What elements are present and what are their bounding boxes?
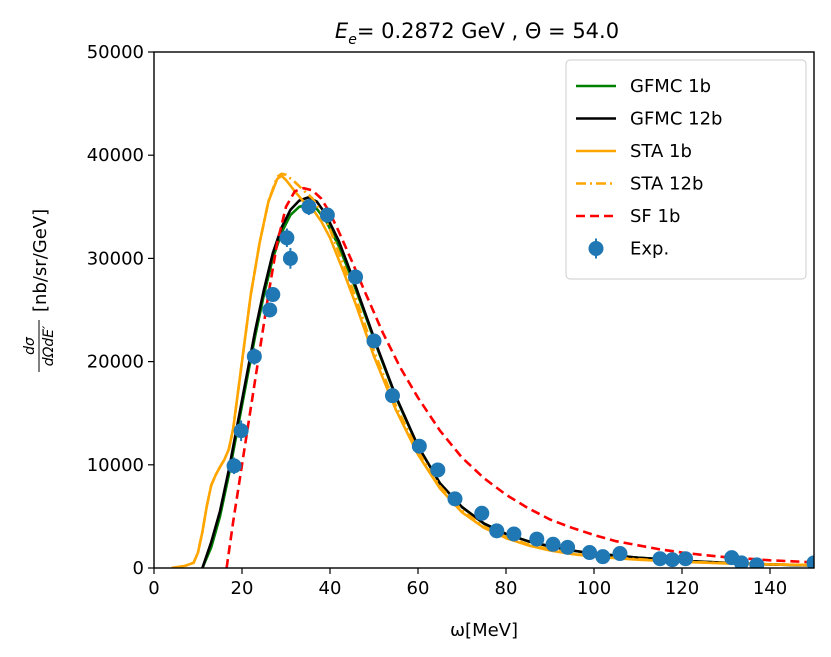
y-label-numerator: dσ bbox=[22, 336, 38, 355]
legend-entry-gfmc-12b: GFMC 12b bbox=[576, 109, 722, 130]
legend-entry-sf-1b: SF 1b bbox=[576, 206, 680, 227]
exp-data-point bbox=[279, 230, 295, 246]
exp-data-point bbox=[529, 531, 545, 547]
x-tick-label: 100 bbox=[577, 578, 611, 599]
legend-label: GFMC 1b bbox=[630, 76, 711, 97]
legend-entry-gfmc-1b: GFMC 1b bbox=[576, 76, 711, 97]
legend-entry-exp: Exp. bbox=[588, 238, 669, 260]
exp-data-point bbox=[265, 287, 281, 303]
legend: GFMC 1b GFMC 12b STA 1b STA 12b SF 1b Exp. bbox=[565, 59, 807, 280]
y-tick-label: 50000 bbox=[87, 42, 144, 63]
exp-data-point bbox=[664, 552, 680, 568]
exp-data-point bbox=[384, 388, 400, 404]
exp-data-point bbox=[806, 555, 814, 568]
x-tick-label: 40 bbox=[319, 578, 342, 599]
y-label-units: [nb/sr/GeV] bbox=[30, 209, 51, 312]
exp-data-point bbox=[447, 491, 463, 507]
exp-data-point bbox=[733, 555, 749, 568]
legend-entry-sta-1b: STA 1b bbox=[576, 141, 692, 162]
axis-layer: 0 20 40 60 80 100 120 140 0 10000 20000 30000 40000 5… bbox=[87, 42, 787, 599]
y-tick-label: 20000 bbox=[87, 352, 144, 373]
exp-data-point bbox=[612, 546, 628, 562]
exp-data-point bbox=[560, 539, 576, 555]
exp-data-point bbox=[246, 348, 262, 364]
legend-label: SF 1b bbox=[630, 206, 680, 227]
exp-data-point bbox=[301, 199, 317, 215]
exp-data-point bbox=[226, 458, 242, 474]
x-tick-label: 0 bbox=[148, 578, 159, 599]
x-tick-label: 80 bbox=[495, 578, 518, 599]
exp-data-point bbox=[366, 333, 382, 349]
y-label-denominator: dΩdE′ bbox=[41, 325, 57, 366]
legend-label: GFMC 12b bbox=[630, 109, 722, 130]
legend-box bbox=[565, 59, 807, 280]
y-tick-label: 10000 bbox=[87, 455, 144, 476]
y-tick-label: 0 bbox=[133, 558, 144, 579]
exp-data-point bbox=[749, 557, 765, 568]
chart-title: Ee= 0.2872 GeV , Θ = 54.0 bbox=[335, 19, 619, 48]
exp-data-point bbox=[545, 536, 561, 552]
y-tick-label: 40000 bbox=[87, 145, 144, 166]
exp-data-point bbox=[678, 551, 694, 567]
x-tick-label: 140 bbox=[753, 578, 787, 599]
points-layer bbox=[226, 198, 814, 568]
x-tick-label: 20 bbox=[231, 578, 254, 599]
exp-data-point bbox=[430, 462, 446, 478]
x-tick-label: 60 bbox=[407, 578, 430, 599]
exp-data-point bbox=[474, 505, 490, 521]
legend-label: Exp. bbox=[630, 239, 669, 260]
exp-data-point bbox=[348, 269, 364, 285]
legend-label: STA 12b bbox=[630, 174, 703, 195]
x-axis-label: ω[MeV] bbox=[450, 620, 518, 641]
legend-label: STA 1b bbox=[630, 141, 692, 162]
legend-swatch-marker bbox=[588, 241, 604, 256]
exp-data-point bbox=[652, 551, 668, 567]
legend-entry-sta-12b: STA 12b bbox=[576, 174, 703, 195]
x-tick-label: 120 bbox=[665, 578, 699, 599]
plot-frame bbox=[153, 51, 815, 569]
y-axis-label: dσ dΩdE′ [nb/sr/GeV] bbox=[22, 209, 57, 372]
exp-data-point bbox=[233, 423, 249, 439]
y-tick-label: 30000 bbox=[87, 248, 144, 269]
exp-data-point bbox=[506, 526, 522, 542]
exp-data-point bbox=[262, 302, 278, 318]
exp-data-point bbox=[595, 549, 611, 565]
exp-data-point bbox=[319, 207, 335, 223]
exp-data-point bbox=[582, 545, 598, 561]
exp-data-point bbox=[282, 250, 298, 266]
exp-data-point bbox=[411, 438, 427, 454]
exp-data-point bbox=[489, 523, 505, 539]
